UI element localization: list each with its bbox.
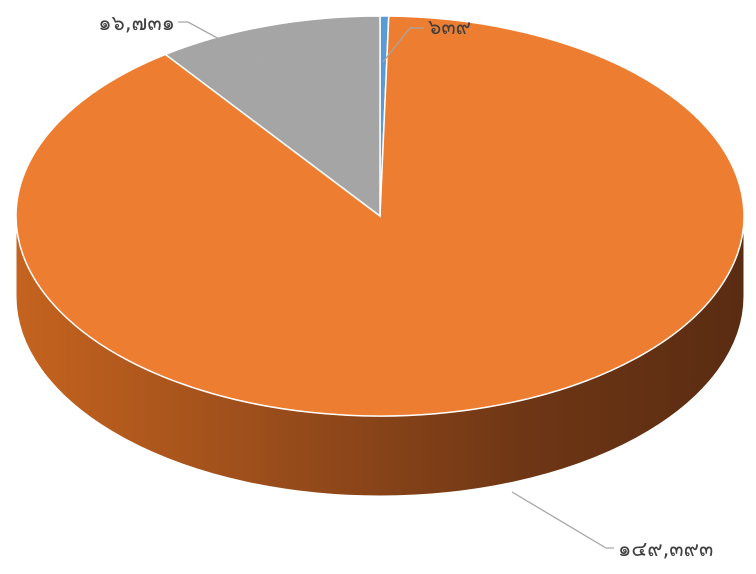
data-label-2: ๑๖,๗๓๑ xyxy=(98,11,175,35)
leader-line-2 xyxy=(178,21,279,72)
data-label-1: ๑๔๙,๓๙๓ xyxy=(618,537,713,561)
pie-slices xyxy=(15,15,745,417)
data-label-0: ๖๓๙ xyxy=(428,15,471,39)
leader-line-0 xyxy=(382,27,424,63)
pie-slice-2 xyxy=(163,15,381,218)
leader-line-1 xyxy=(511,491,614,549)
